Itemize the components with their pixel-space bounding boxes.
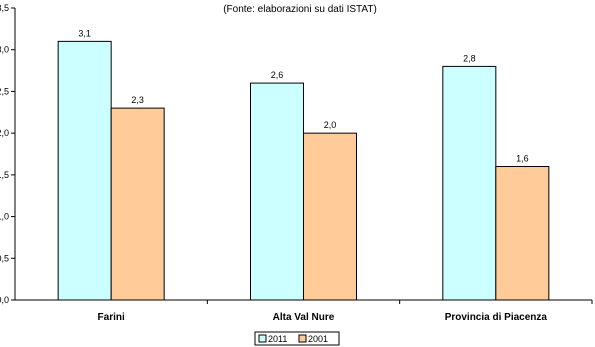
data-label: 2,3 xyxy=(131,95,144,105)
x-tick-label: Farini xyxy=(98,312,125,323)
legend-swatch-2001 xyxy=(298,334,307,343)
y-tick-label: 1,0 xyxy=(0,212,9,222)
legend-box xyxy=(254,331,340,346)
y-tick-label: 0,5 xyxy=(0,253,9,263)
data-label: 2,8 xyxy=(463,53,476,63)
chart-title: (Fonte: elaborazioni su dati ISTAT) xyxy=(223,4,377,15)
bar-2011 xyxy=(250,82,304,301)
data-label: 2,6 xyxy=(271,70,284,80)
legend: 2011 2001 xyxy=(254,331,340,346)
y-tick-label: 2,5 xyxy=(0,86,9,96)
bar-2011 xyxy=(442,65,497,301)
bar-2001 xyxy=(110,107,165,301)
y-tick-label: 3,5 xyxy=(0,3,9,13)
data-label: 3,1 xyxy=(78,28,91,38)
bar-2001 xyxy=(303,132,357,301)
y-tick-label: 1,5 xyxy=(0,170,9,180)
legend-label-2011: 2011 xyxy=(268,334,287,344)
y-tick-label: 0,0 xyxy=(0,295,9,305)
legend-label-2001: 2001 xyxy=(308,334,328,344)
y-tick-label: 3,0 xyxy=(0,45,9,55)
data-label: 2,0 xyxy=(324,120,337,130)
y-tick-label: 2,0 xyxy=(0,128,9,138)
bar-2001 xyxy=(495,166,550,301)
legend-swatch-2011 xyxy=(258,334,267,343)
data-label: 1,6 xyxy=(516,154,529,164)
bar-2011 xyxy=(57,40,112,301)
x-tick-label: Provincia di Piacenza xyxy=(445,312,548,323)
plot-area: 0,0 0,5 1,0 1,5 2,0 2,5 3,0 3,5 Farini 3,1 2,3 Alta… xyxy=(0,3,593,323)
x-tick-label: Alta Val Nure xyxy=(273,312,335,323)
